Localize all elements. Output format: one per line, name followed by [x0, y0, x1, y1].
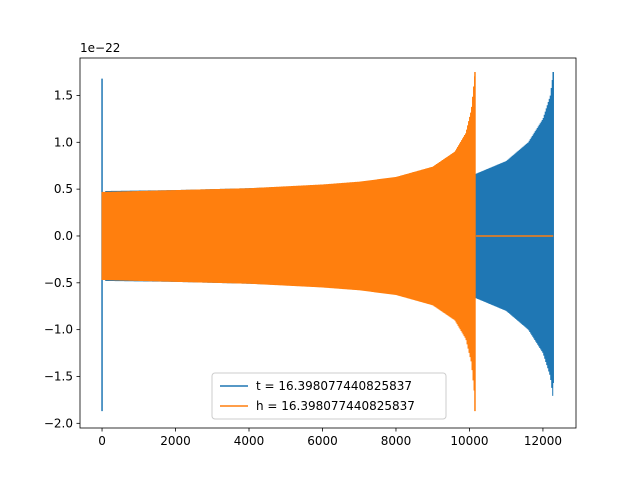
- legend-label-1: h = 16.398077440825837: [256, 399, 415, 413]
- y-tick-label: 0.5: [54, 182, 73, 196]
- x-tick-label: 4000: [234, 434, 265, 448]
- series-1: [101, 72, 554, 412]
- y-tick-label: −0.5: [44, 276, 73, 290]
- y-axis: −2.0 −1.5 −1.0 −0.5 0.0 0.5 1.0 1.5: [44, 88, 80, 430]
- x-axis: 0 2000 4000 6000 8000 10000 12000: [98, 428, 562, 448]
- x-tick-label: 0: [98, 434, 106, 448]
- y-tick-label: 0.0: [54, 229, 73, 243]
- series-1-oscillation: [101, 76, 476, 391]
- x-tick-label: 8000: [381, 434, 412, 448]
- x-tick-label: 6000: [307, 434, 338, 448]
- y-tick-label: 1.0: [54, 135, 73, 149]
- legend: t = 16.398077440825837 h = 16.39807744082…: [211, 372, 447, 420]
- y-tick-label: −1.5: [44, 369, 73, 383]
- legend-box: [211, 372, 447, 420]
- legend-label-0: t = 16.398077440825837: [256, 379, 412, 393]
- y-tick-label: 1.5: [54, 88, 73, 102]
- plot-frame: [79, 57, 577, 429]
- y-offset-label: 1e−22: [80, 41, 120, 55]
- plot-content: [101, 72, 554, 412]
- y-tick-label: −2.0: [44, 416, 73, 430]
- y-tick-label: −1.0: [44, 323, 73, 337]
- x-tick-label: 12000: [524, 434, 562, 448]
- x-tick-label: 2000: [160, 434, 191, 448]
- x-tick-label: 10000: [450, 434, 488, 448]
